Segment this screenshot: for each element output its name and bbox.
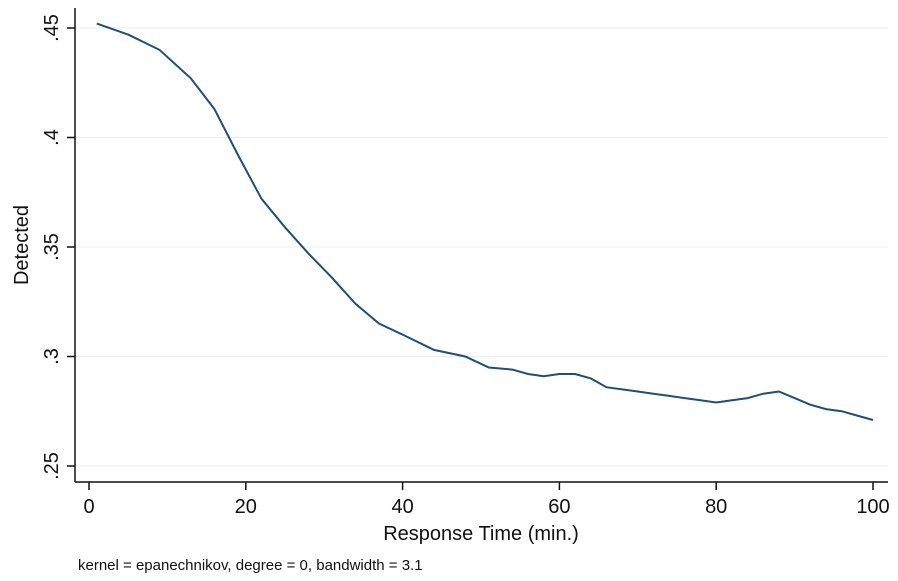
data-point [809, 403, 812, 406]
data-point [856, 414, 859, 417]
data-point [237, 154, 240, 157]
x-tick-label: 0 [83, 496, 94, 518]
data-point [95, 22, 98, 25]
data-point [777, 390, 780, 393]
data-point [683, 397, 686, 400]
data-point [127, 33, 130, 36]
data-point [527, 373, 530, 376]
series-line [96, 22, 874, 421]
y-tick-label: .45 [41, 14, 63, 42]
data-point [464, 355, 467, 358]
x-axis-ticks: 0 20 40 60 80 100 [83, 482, 890, 518]
data-point [793, 397, 796, 400]
data-point [378, 322, 381, 325]
data-point [401, 333, 404, 336]
x-tick-label: 100 [856, 496, 889, 518]
data-point [715, 401, 718, 404]
data-point [605, 386, 608, 389]
data-point [307, 252, 310, 255]
y-axis-title: Detected [11, 205, 33, 285]
data-point [213, 108, 216, 111]
data-point [746, 397, 749, 400]
x-tick-label: 80 [705, 496, 727, 518]
y-tick-label: .4 [41, 129, 63, 146]
data-point [636, 390, 639, 393]
data-point [668, 394, 671, 397]
data-point [872, 419, 875, 422]
x-tick-label: 20 [235, 496, 257, 518]
x-axis-title: Response Time (min.) [383, 523, 579, 545]
data-point [511, 368, 514, 371]
data-point [558, 373, 561, 376]
data-point [354, 302, 357, 305]
data-point [331, 276, 334, 279]
data-point [574, 373, 577, 376]
y-axis-ticks: .25 .3 .35 .4 .45 [41, 14, 75, 480]
data-point [762, 392, 765, 395]
data-point [189, 77, 192, 80]
data-point [542, 375, 545, 378]
y-tick-label: .3 [41, 348, 63, 365]
data-point [840, 410, 843, 413]
data-point [825, 408, 828, 411]
data-point [589, 377, 592, 380]
data-point [158, 48, 161, 51]
gridlines [76, 27, 888, 467]
y-tick-label: .25 [41, 452, 63, 480]
data-point [433, 348, 436, 351]
x-tick-label: 60 [548, 496, 570, 518]
data-point [652, 392, 655, 395]
data-point [730, 399, 733, 402]
y-tick-label: .35 [41, 233, 63, 261]
data-point [487, 366, 490, 369]
data-point [260, 197, 263, 200]
data-point [699, 399, 702, 402]
x-tick-label: 40 [391, 496, 413, 518]
data-point [284, 226, 287, 229]
kernel-note: kernel = epanechnikov, degree = 0, bandw… [78, 557, 423, 574]
data-point [621, 388, 624, 391]
plot-background [75, 8, 888, 482]
